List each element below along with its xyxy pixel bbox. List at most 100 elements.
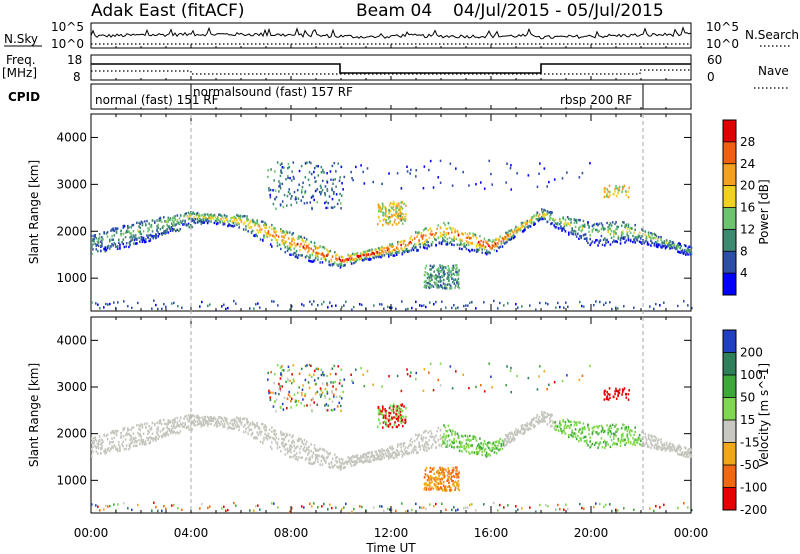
power-cell (193, 219, 195, 223)
velocity-cell (308, 461, 310, 465)
power-cell (624, 190, 627, 193)
velocity-cell (281, 441, 283, 444)
velocity-cell (280, 450, 282, 453)
power-cell (538, 218, 541, 222)
velocity-cell (230, 427, 233, 430)
velocity-cell (457, 508, 459, 511)
power-cell (331, 206, 334, 210)
power-cell (283, 236, 285, 239)
power-cell (106, 235, 109, 238)
velocity-cell (100, 442, 102, 446)
velocity-cell (449, 365, 452, 368)
power-cell (612, 192, 615, 196)
power-cell (404, 248, 407, 251)
velocity-cell (591, 432, 594, 436)
velocity-cell (218, 416, 220, 419)
power-cell (290, 194, 293, 198)
velocity-cell (534, 425, 536, 428)
velocity-cell (425, 488, 427, 491)
velocity-cell (221, 417, 224, 421)
power-cell (656, 245, 659, 249)
velocity-cell (264, 432, 266, 436)
power-cell (425, 305, 427, 309)
velocity-cell (425, 483, 427, 486)
power-cell (325, 259, 327, 262)
velocity-cell (397, 415, 400, 418)
power-cell (468, 184, 470, 187)
power-cell (112, 238, 114, 241)
power-cell (424, 227, 426, 231)
velocity-cell (449, 486, 452, 490)
power-cell (242, 223, 245, 226)
power-cell (285, 232, 288, 235)
power-cell (655, 241, 658, 244)
power-cell (610, 224, 613, 227)
power-cell (158, 219, 161, 222)
velocity-cell (484, 442, 487, 445)
velocity-cell (429, 474, 432, 478)
velocity-cell (155, 505, 157, 509)
power-cell (148, 239, 150, 243)
power-cell (354, 261, 356, 264)
power-cell (460, 242, 462, 246)
power-cell (279, 203, 282, 206)
velocity-cell (355, 368, 357, 371)
power-cell (132, 234, 135, 237)
velocity-cell (278, 382, 280, 386)
velocity-cell (292, 439, 294, 443)
velocity-cell (445, 429, 447, 433)
power-cell (111, 235, 113, 238)
power-cell (431, 233, 434, 236)
velocity-cell (615, 508, 617, 511)
power-cell (343, 264, 345, 267)
velocity-cell (339, 468, 342, 471)
velocity-cell (617, 428, 620, 431)
velocity-cell (423, 487, 426, 491)
power-cell (97, 237, 100, 241)
power-cell (221, 220, 224, 223)
power-cell (635, 238, 638, 241)
velocity-cell (210, 419, 212, 423)
velocity-cell (280, 430, 282, 433)
velocity-cell (618, 388, 621, 391)
power-cell (134, 234, 137, 237)
velocity-cell (405, 415, 407, 419)
power-cell (165, 220, 167, 223)
power-cell (302, 195, 304, 199)
velocity-cell (354, 455, 356, 458)
velocity-cell (217, 418, 219, 421)
power-cell (637, 235, 640, 238)
velocity-cell (583, 435, 586, 439)
velocity-cell (350, 373, 352, 376)
power-cell (487, 239, 489, 243)
power-cell (511, 230, 514, 234)
velocity-cell (435, 434, 437, 437)
velocity-cell (487, 442, 489, 445)
velocity-cell (427, 475, 429, 478)
velocity-cell (449, 488, 451, 492)
power-cell (402, 249, 405, 253)
velocity-cell (410, 371, 412, 374)
power-cell (641, 228, 643, 231)
velocity-cell (208, 419, 210, 422)
velocity-cell (439, 429, 442, 432)
velocity-cell (455, 509, 457, 512)
power-cell (439, 159, 442, 163)
power-cell (446, 237, 449, 241)
velocity-cell (237, 424, 239, 427)
power-cell (251, 218, 254, 222)
power-cell (92, 239, 94, 243)
velocity-cell (281, 402, 284, 406)
power-cell (359, 252, 362, 255)
velocity-cell (391, 448, 393, 451)
power-cell (376, 251, 379, 255)
velocity-cell (202, 418, 204, 422)
velocity-cell (600, 437, 603, 440)
velocity-cell (614, 442, 616, 446)
power-cell (472, 232, 474, 235)
velocity-cell (460, 443, 462, 446)
power-cell (313, 300, 315, 303)
power-cell (590, 242, 593, 245)
velocity-cell (546, 422, 549, 426)
velocity-cell (690, 453, 693, 457)
